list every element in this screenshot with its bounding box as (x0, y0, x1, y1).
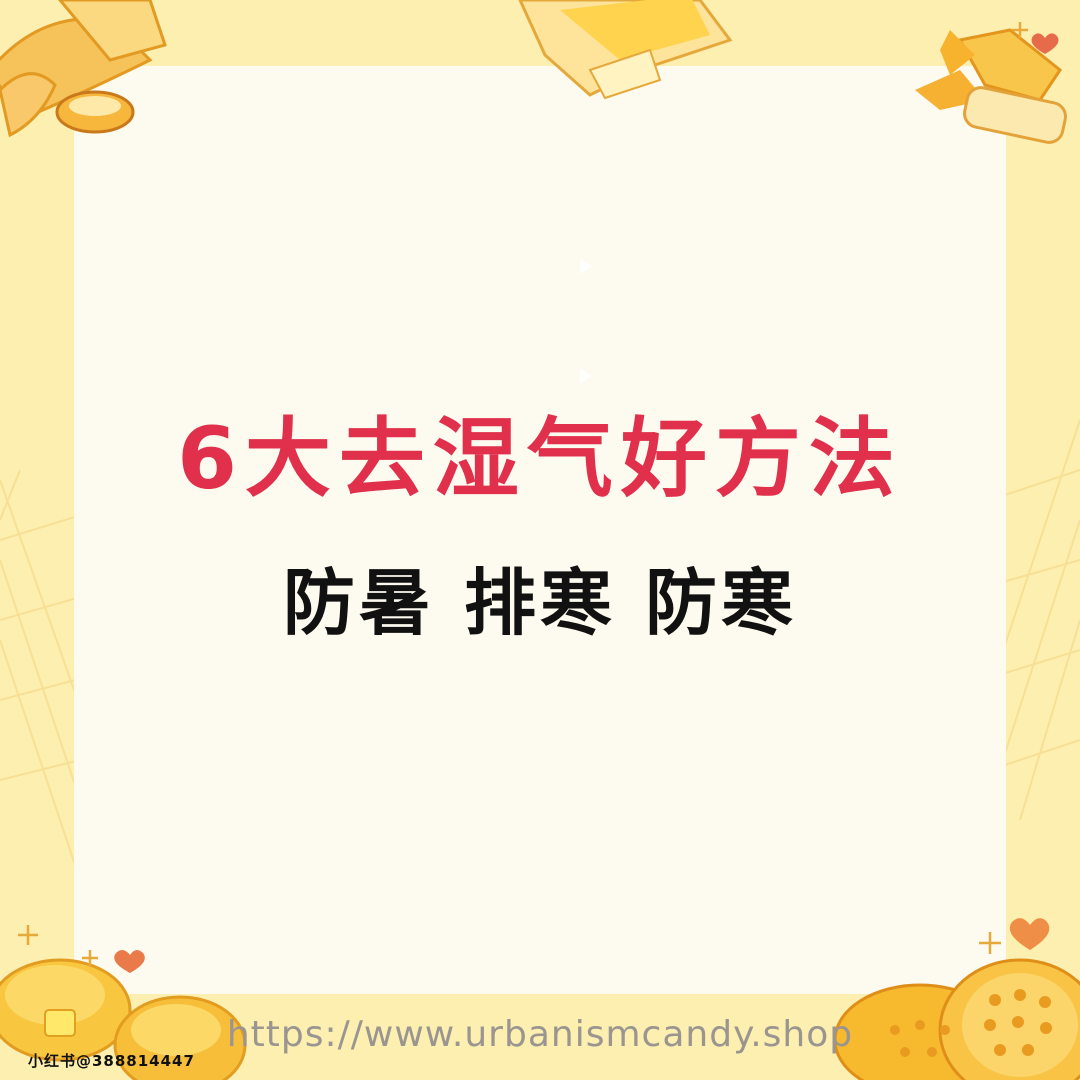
watermark: 小红书@388814447 (28, 1052, 195, 1070)
sparkle-icon (18, 22, 1028, 966)
toast-icon (518, 0, 733, 100)
pancake-stack-icon (0, 958, 247, 1080)
heart-icon-left (114, 949, 145, 973)
page-title: 6大去湿气好方法 (177, 409, 903, 509)
website-link[interactable]: https://www.urbanismcandy.shop (226, 1014, 854, 1055)
page-subtitle: 防暑 排寒 防寒 (282, 561, 798, 645)
pastry-icon (0, 0, 167, 138)
content-panel (74, 66, 1006, 994)
heart-icon (1031, 33, 1059, 54)
candy-icon (915, 28, 1067, 144)
heart-icon-right (1009, 918, 1050, 950)
waffle-icon (833, 958, 1080, 1080)
play-icon (580, 258, 592, 384)
